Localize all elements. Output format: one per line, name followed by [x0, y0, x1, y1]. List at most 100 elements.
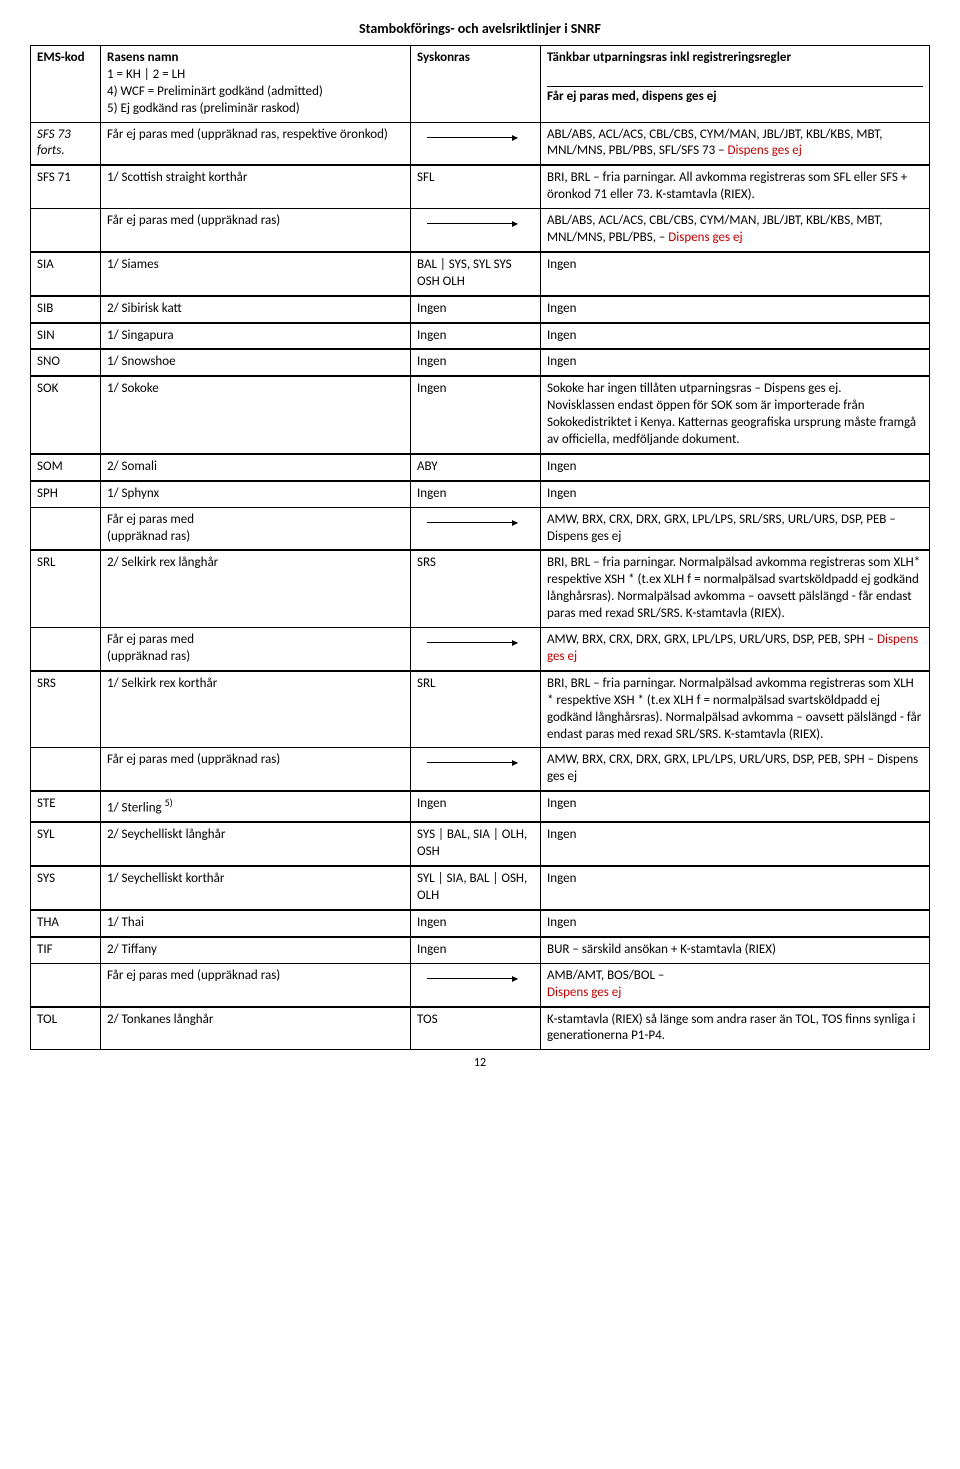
cell-notes: Ingen [541, 349, 930, 376]
cell-syskonras [411, 963, 541, 1006]
cell-ems-code: TIF [31, 937, 101, 963]
cell-notes: BRI, BRL – fria parningar. Normalpälsad … [541, 550, 930, 627]
cell-notes: AMB/AMT, BOS/BOL – Dispens ges ej [541, 963, 930, 1006]
cell-breed-name: 2/ Tiffany [101, 937, 411, 963]
table-row: SIN1/ SingapuraIngenIngen [31, 323, 930, 350]
cell-notes: ABL/ABS, ACL/ACS, CBL/CBS, CYM/MAN, JBL/… [541, 122, 930, 165]
cell-syskonras: SYS | BAL, SIA | OLH, OSH [411, 822, 541, 866]
page-number: 12 [30, 1050, 930, 1070]
cell-ems-code: SRL [31, 550, 101, 627]
arrow-icon [427, 522, 517, 523]
cell-notes: Ingen [541, 454, 930, 481]
table-row: SYL2/ Seychelliskt långhårSYS | BAL, SIA… [31, 822, 930, 866]
cell-syskonras: TOS [411, 1007, 541, 1050]
cell-breed-name: 1/ Sterling 5) [101, 791, 411, 822]
cell-ems-code: SYS [31, 866, 101, 910]
cell-syskonras [411, 122, 541, 165]
cell-breed-name: 2/ Sibirisk katt [101, 296, 411, 323]
table-row: THA1/ ThaiIngenIngen [31, 910, 930, 937]
cell-ems-code [31, 748, 101, 791]
cell-notes: Ingen [541, 481, 930, 507]
table-row: SFS 711/ Scottish straight korthårSFLBRI… [31, 165, 930, 208]
cell-notes: BRI, BRL – fria parningar. Normalpälsad … [541, 671, 930, 748]
table-row: Får ej paras med (uppräknad ras)AMW, BRX… [31, 748, 930, 791]
cell-ems-code: SRS [31, 671, 101, 748]
cell-breed-name: Får ej paras med (uppräknad ras) [101, 209, 411, 252]
cell-ems-code [31, 507, 101, 550]
cell-ems-code: SYL [31, 822, 101, 866]
cell-ems-code [31, 628, 101, 671]
table-row: Får ej paras med (uppräknad ras) AMB/AMT,… [31, 963, 930, 1006]
cell-notes: Ingen [541, 791, 930, 822]
cell-notes: AMW, BRX, CRX, DRX, GRX, LPL/LPS, URL/UR… [541, 748, 930, 791]
table-row: TOL2/ Tonkanes långhårTOSK-stamtavla (RI… [31, 1007, 930, 1050]
cell-syskonras: Ingen [411, 296, 541, 323]
cell-syskonras: Ingen [411, 376, 541, 454]
cell-ems-code [31, 963, 101, 1006]
cell-syskonras: Ingen [411, 910, 541, 937]
cell-breed-name: 1/ Thai [101, 910, 411, 937]
cell-ems-code: SFS 71 [31, 165, 101, 208]
cell-notes: AMW, BRX, CRX, DRX, GRX, LPL/LPS, SRL/SR… [541, 507, 930, 550]
cell-notes: Sokoke har ingen tillåten utparningsras … [541, 376, 930, 454]
cell-syskonras: SFL [411, 165, 541, 208]
cell-syskonras: Ingen [411, 349, 541, 376]
cell-breed-name: 1/ Siames [101, 252, 411, 296]
cell-notes: Ingen [541, 910, 930, 937]
document-title: Stambokförings- och avelsriktlinjer i SN… [30, 20, 930, 37]
cell-notes: Ingen [541, 252, 930, 296]
cell-syskonras: BAL | SYS, SYL SYS OSH OLH [411, 252, 541, 296]
cell-syskonras: Ingen [411, 481, 541, 507]
cell-ems-code: SIA [31, 252, 101, 296]
cell-breed-name: Får ej paras med(uppräknad ras) [101, 507, 411, 550]
cell-breed-name: 1/ Sokoke [101, 376, 411, 454]
cell-ems-code: SPH [31, 481, 101, 507]
cell-ems-code: SOK [31, 376, 101, 454]
header-col3: Syskonras [411, 46, 541, 123]
arrow-icon [427, 978, 517, 979]
cell-ems-code: STE [31, 791, 101, 822]
cell-breed-name: 2/ Tonkanes långhår [101, 1007, 411, 1050]
cell-breed-name: Får ej paras med (uppräknad ras) [101, 963, 411, 1006]
cell-syskonras [411, 507, 541, 550]
cell-breed-name: 2/ Selkirk rex långhår [101, 550, 411, 627]
cell-syskonras [411, 748, 541, 791]
breed-table: EMS-kod Rasens namn 1 = KH | 2 = LH 4) W… [30, 45, 930, 1050]
cell-syskonras: SRS [411, 550, 541, 627]
cell-breed-name: 2/ Seychelliskt långhår [101, 822, 411, 866]
cell-notes: Ingen [541, 296, 930, 323]
cell-syskonras: Ingen [411, 791, 541, 822]
table-row: STE1/ Sterling 5)IngenIngen [31, 791, 930, 822]
table-row: SYS1/ Seychelliskt korthårSYL | SIA, BAL… [31, 866, 930, 910]
cell-breed-name: Får ej paras med (uppräknad ras, respekt… [101, 122, 411, 165]
table-row: Får ej paras med(uppräknad ras) AMW, BRX,… [31, 507, 930, 550]
header-col1: EMS-kod [31, 46, 101, 123]
cell-syskonras [411, 209, 541, 252]
header-col2: Rasens namn 1 = KH | 2 = LH 4) WCF = Pre… [101, 46, 411, 123]
cell-notes: ABL/ABS, ACL/ACS, CBL/CBS, CYM/MAN, JBL/… [541, 209, 930, 252]
cell-notes: Ingen [541, 866, 930, 910]
cell-syskonras [411, 628, 541, 671]
cell-notes: BUR – särskild ansökan + K-stamtavla (RI… [541, 937, 930, 963]
cell-syskonras: ABY [411, 454, 541, 481]
table-row: SFS 73 forts.Får ej paras med (uppräknad… [31, 122, 930, 165]
table-row: TIF2/ TiffanyIngenBUR – särskild ansökan… [31, 937, 930, 963]
cell-ems-code: THA [31, 910, 101, 937]
table-row: SRS1/ Selkirk rex korthårSRLBRI, BRL – f… [31, 671, 930, 748]
cell-ems-code: SOM [31, 454, 101, 481]
cell-notes: BRI, BRL – fria parningar. All avkomma r… [541, 165, 930, 208]
cell-notes: AMW, BRX, CRX, DRX, GRX, LPL/LPS, URL/UR… [541, 628, 930, 671]
cell-breed-name: 2/ Somali [101, 454, 411, 481]
table-row: SPH1/ SphynxIngenIngen [31, 481, 930, 507]
arrow-icon [427, 762, 517, 763]
cell-ems-code: SIN [31, 323, 101, 350]
cell-notes: Ingen [541, 822, 930, 866]
cell-ems-code: SIB [31, 296, 101, 323]
table-row: Får ej paras med(uppräknad ras)AMW, BRX,… [31, 628, 930, 671]
table-row: SOK1/ SokokeIngenSokoke har ingen tillåt… [31, 376, 930, 454]
table-row: SRL2/ Selkirk rex långhårSRSBRI, BRL – f… [31, 550, 930, 627]
cell-notes: K-stamtavla (RIEX) så länge som andra ra… [541, 1007, 930, 1050]
cell-breed-name: 1/ Scottish straight korthår [101, 165, 411, 208]
table-row: SNO1/ SnowshoeIngenIngen [31, 349, 930, 376]
cell-breed-name: 1/ Sphynx [101, 481, 411, 507]
